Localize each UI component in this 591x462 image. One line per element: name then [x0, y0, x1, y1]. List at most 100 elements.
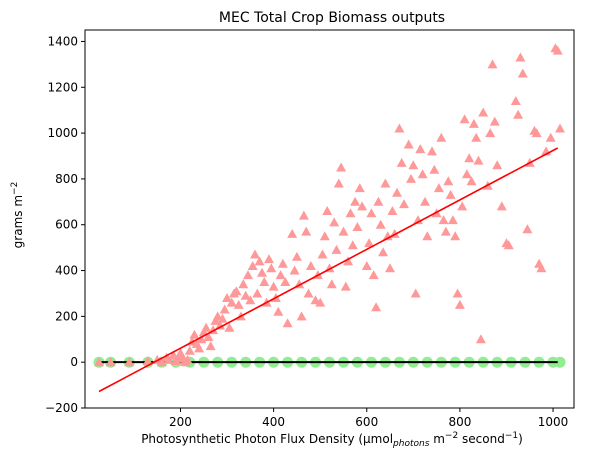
triangle-point-101	[392, 187, 402, 197]
triangle-point-35	[231, 286, 242, 296]
y-axis-label-sup: −2	[10, 182, 20, 195]
triangle-point-93	[373, 196, 384, 206]
triangle-point-66	[305, 261, 316, 270]
y-tick-label-8: 1400	[47, 34, 78, 48]
triangle-point-120	[440, 226, 451, 236]
fit-line	[98, 147, 559, 393]
triangle-point-20	[196, 334, 207, 344]
triangle-point-62	[296, 311, 307, 321]
triangle-point-132	[468, 118, 479, 128]
triangle-point-144	[503, 240, 514, 250]
triangle-point-99	[387, 206, 398, 215]
x-axis-label-sup2: −1	[505, 431, 518, 441]
triangle-point-57	[282, 318, 293, 328]
y-tick-label-2: 200	[55, 309, 78, 323]
triangle-point-114	[427, 146, 437, 156]
x-axis-label-sub: photons	[392, 439, 430, 449]
triangle-point-72	[322, 206, 333, 215]
triangle-point-65	[303, 288, 314, 298]
triangle-point-85	[352, 222, 363, 231]
triangle-point-84	[350, 196, 361, 206]
triangle-point-107	[408, 160, 419, 170]
triangle-point-106	[406, 173, 416, 183]
y-tick-label-7: 1200	[47, 80, 78, 94]
triangle-point-29	[217, 313, 228, 323]
y-tick-label-5: 800	[55, 172, 78, 186]
y-axis-ticks: −200 0 200 400 600 800 1000 1200 1400	[45, 34, 85, 415]
triangle-point-115	[429, 164, 440, 174]
y-tick-label-4: 600	[55, 218, 78, 232]
triangle-point-119	[438, 215, 449, 225]
triangle-point-39	[240, 290, 251, 300]
triangle-point-32	[224, 322, 235, 332]
triangle-point-46	[257, 267, 267, 277]
triangle-point-145	[510, 96, 521, 105]
x-tick-label-4: 1000	[538, 415, 569, 429]
triangle-point-50	[266, 263, 277, 273]
triangle-point-113	[422, 231, 433, 241]
triangle-point-130	[464, 153, 475, 163]
x-axis-label-second: second	[458, 432, 505, 446]
triangle-point-36	[233, 299, 244, 309]
triangle-point-135	[475, 334, 486, 344]
x-tick-label-0: 200	[169, 415, 192, 429]
triangle-point-63	[298, 210, 309, 220]
triangle-point-7	[163, 354, 174, 364]
triangle-point-31	[222, 293, 232, 302]
triangle-point-152	[531, 128, 542, 138]
triangle-point-38	[238, 279, 249, 289]
plot-frame	[84, 29, 575, 409]
triangle-point-28	[215, 320, 226, 330]
triangle-point-141	[492, 160, 503, 170]
triangle-point-70	[317, 249, 328, 259]
triangle-point-51	[268, 281, 279, 291]
triangle-point-88	[361, 261, 372, 270]
triangle-point-87	[357, 201, 368, 211]
triangle-point-103	[396, 157, 407, 167]
triangle-point-104	[399, 199, 409, 209]
triangle-point-159	[555, 123, 565, 133]
triangle-point-15	[184, 345, 195, 355]
x-axis-label-sup1: −2	[445, 431, 458, 441]
triangle-point-102	[394, 123, 405, 133]
triangle-point-76	[331, 244, 342, 254]
triangle-point-58	[287, 228, 298, 238]
triangle-point-83	[347, 240, 358, 250]
triangle-point-5	[156, 357, 167, 367]
triangle-point-117	[433, 183, 444, 193]
circle-point-33	[554, 356, 566, 368]
triangle-point-33	[226, 297, 237, 307]
triangle-point-109	[413, 215, 423, 225]
triangle-point-142	[496, 201, 507, 211]
triangle-point-79	[338, 226, 349, 236]
triangle-point-146	[513, 109, 524, 119]
triangle-point-90	[366, 208, 377, 218]
triangle-point-96	[380, 178, 391, 188]
triangle-point-55	[277, 258, 288, 268]
triangle-point-82	[345, 208, 356, 218]
triangle-point-30	[219, 304, 230, 314]
triangle-point-108	[410, 288, 421, 298]
x-tick-label-3: 800	[448, 415, 471, 429]
triangle-point-118	[436, 132, 447, 142]
triangle-point-75	[329, 217, 340, 227]
triangle-point-71	[319, 231, 330, 241]
triangle-point-14	[182, 354, 193, 364]
y-tick-label-0: −200	[45, 401, 78, 415]
triangle-point-147	[515, 52, 526, 62]
triangle-point-22	[201, 322, 212, 332]
triangle-point-148	[517, 68, 528, 78]
triangle-point-98	[385, 263, 395, 273]
triangle-point-127	[457, 201, 468, 211]
triangle-point-91	[368, 270, 379, 280]
plot-area	[93, 43, 566, 393]
x-tick-label-1: 400	[262, 415, 285, 429]
x-axis-ticks: 200 400 600 800 1000	[169, 408, 568, 429]
triangle-point-133	[471, 132, 482, 142]
triangle-point-19	[194, 343, 205, 353]
triangle-point-138	[485, 128, 496, 138]
triangle-point-121	[443, 176, 454, 186]
triangle-point-110	[415, 144, 426, 154]
